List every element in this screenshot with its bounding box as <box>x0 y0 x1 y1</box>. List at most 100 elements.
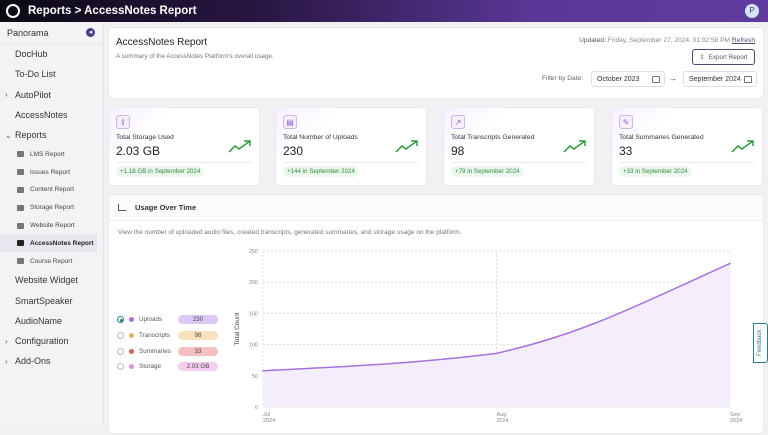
updated-value: Friday, September 27, 2024, 01:02:58 PM <box>607 37 731 44</box>
collapse-sidebar-icon[interactable]: ◂ <box>86 28 95 37</box>
trending-up-icon <box>228 140 251 153</box>
y-tick-label: 200 <box>249 280 258 286</box>
trending-up-icon <box>731 140 754 153</box>
data-point <box>262 370 264 372</box>
series-radio[interactable] <box>117 332 124 340</box>
report-icon <box>17 151 24 158</box>
sidebar-item-website-widget[interactable]: Website Widget <box>0 270 103 290</box>
sidebar-item-lms-report[interactable]: LMS Report <box>0 145 103 163</box>
sidebar-item-label: Configuration <box>15 336 69 347</box>
sidebar-item-issues-report[interactable]: Issues Report <box>0 163 103 181</box>
sidebar-item-label: Storage Report <box>30 204 75 212</box>
sidebar-item-accessnotes-report[interactable]: AccessNotes Report <box>0 234 97 253</box>
sidebar-item-dochub[interactable]: DocHub <box>0 44 103 64</box>
y-tick-label: 250 <box>249 249 258 255</box>
report-icon <box>17 240 24 247</box>
sidebar-title: Panorama <box>7 27 49 38</box>
top-bar: Reports > AccessNotes Report P <box>0 0 768 22</box>
stat-value: 33 <box>619 144 633 158</box>
export-report-button[interactable]: ⇪ Export Report <box>692 49 755 65</box>
sidebar-item-storage-report[interactable]: Storage Report <box>0 199 103 217</box>
x-tick-label: 2024 <box>497 418 509 424</box>
stat-label: Total Storage Used <box>116 134 174 141</box>
legend-item-transcripts[interactable]: Transcripts 98 <box>117 328 218 344</box>
trending-up-icon <box>563 140 586 153</box>
y-axis-label: Total Count <box>234 312 241 345</box>
data-point <box>729 262 731 265</box>
bar-chart-icon <box>118 204 126 211</box>
chevron-down-icon: ⌄ <box>5 130 12 140</box>
stat-change-badge: +144 in September 2024 <box>283 166 359 177</box>
sidebar-item-smartspeaker[interactable]: SmartSpeaker <box>0 290 103 310</box>
logo-icon <box>6 4 20 18</box>
sidebar-item-course-report[interactable]: Course Report <box>0 252 103 270</box>
sidebar-item-reports[interactable]: ⌄ Reports <box>0 125 103 145</box>
report-icon <box>17 258 24 265</box>
series-name: Uploads <box>139 316 163 324</box>
series-name: Storage <box>139 363 162 371</box>
series-area <box>263 263 730 407</box>
stat-label: Total Summaries Generated <box>619 134 704 141</box>
sidebar-item-website-report[interactable]: Website Report <box>0 217 103 235</box>
sidebar-item-label: Website Widget <box>15 275 78 286</box>
sidebar-item-label: SmartSpeaker <box>15 295 73 306</box>
x-tick-label: Aug <box>497 412 507 418</box>
page-subtitle: A summary of the AccessNotes Platform's … <box>116 53 274 60</box>
export-label: Export Report <box>708 53 748 61</box>
sidebar-item-to-do-list[interactable]: To-Do List <box>0 64 103 84</box>
series-total: 98 <box>178 331 218 341</box>
usage-over-time-card: Usage Over Time View the number of uploa… <box>108 194 764 434</box>
page-title: AccessNotes Report <box>116 37 208 48</box>
series-color-dot <box>129 364 134 370</box>
stat-label: Total Number of Uploads <box>283 134 358 141</box>
date-from-input[interactable]: October 2023 <box>591 71 665 87</box>
trending-up-icon <box>395 140 418 153</box>
report-icon <box>17 169 24 176</box>
refresh-link[interactable]: Refresh <box>731 37 755 44</box>
sidebar-item-label: Add-Ons <box>15 356 51 367</box>
sidebar-item-add-ons[interactable]: › Add-Ons <box>0 351 103 371</box>
series-color-dot <box>129 317 134 323</box>
stat-label: Total Transcripts Generated <box>451 134 535 141</box>
stat-change-badge: +1.18 GB in September 2024 <box>116 166 205 177</box>
series-name: Transcripts <box>139 332 170 340</box>
y-tick-label: 150 <box>249 311 258 317</box>
updated-label: Updated: <box>579 37 606 44</box>
sidebar-item-label: Content Report <box>30 186 75 194</box>
date-to-input[interactable]: September 2024 <box>683 71 757 87</box>
usage-title: Usage Over Time <box>135 203 197 212</box>
date-from-value: October 2023 <box>597 75 640 83</box>
sidebar-item-autopilot[interactable]: › AutoPilot <box>0 85 103 105</box>
chevron-right-icon: › <box>5 356 8 366</box>
series-radio[interactable] <box>117 363 124 371</box>
series-radio[interactable] <box>117 347 124 355</box>
x-tick-label: 2024 <box>730 418 742 424</box>
legend-item-summaries[interactable]: Summaries 33 <box>117 343 218 359</box>
stat-value: 98 <box>451 144 465 158</box>
sidebar-item-audioname[interactable]: AudioName <box>0 311 103 331</box>
usage-header: Usage Over Time <box>109 195 763 221</box>
y-tick-label: 0 <box>255 405 258 411</box>
chevron-right-icon: › <box>5 90 8 100</box>
stat-card: ✎ Total Summaries Generated 33 +33 in Septe… <box>611 107 763 186</box>
sidebar-item-label: Issues Report <box>30 168 71 176</box>
sidebar-item-accessnotes[interactable]: AccessNotes <box>0 105 103 125</box>
feedback-tab[interactable]: Feedback <box>753 323 768 363</box>
sidebar-item-label: Website Report <box>30 222 75 230</box>
series-radio[interactable] <box>117 316 124 324</box>
series-color-dot <box>129 348 134 354</box>
report-header: AccessNotes Report A summary of the Acce… <box>108 27 764 99</box>
sidebar-item-content-report[interactable]: Content Report <box>0 181 103 199</box>
stat-card: ▤ Total Number of Uploads 230 +144 in Septe… <box>275 107 427 186</box>
sidebar-item-configuration[interactable]: › Configuration <box>0 331 103 351</box>
legend-item-storage[interactable]: Storage 2.03 GB <box>117 359 218 375</box>
series-name: Summaries <box>139 347 171 355</box>
usage-chart: 050100150200250Jul2024Aug2024Sep2024Tota… <box>234 249 742 424</box>
storage-icon: ⇪ <box>116 115 130 129</box>
date-to-value: September 2024 <box>689 75 741 83</box>
y-tick-label: 100 <box>249 343 258 349</box>
sidebar-item-label: Reports <box>15 130 47 141</box>
avatar[interactable]: P <box>745 4 759 18</box>
legend-item-uploads[interactable]: Uploads 230 <box>117 312 218 328</box>
sidebar-item-label: To-Do List <box>15 69 56 80</box>
